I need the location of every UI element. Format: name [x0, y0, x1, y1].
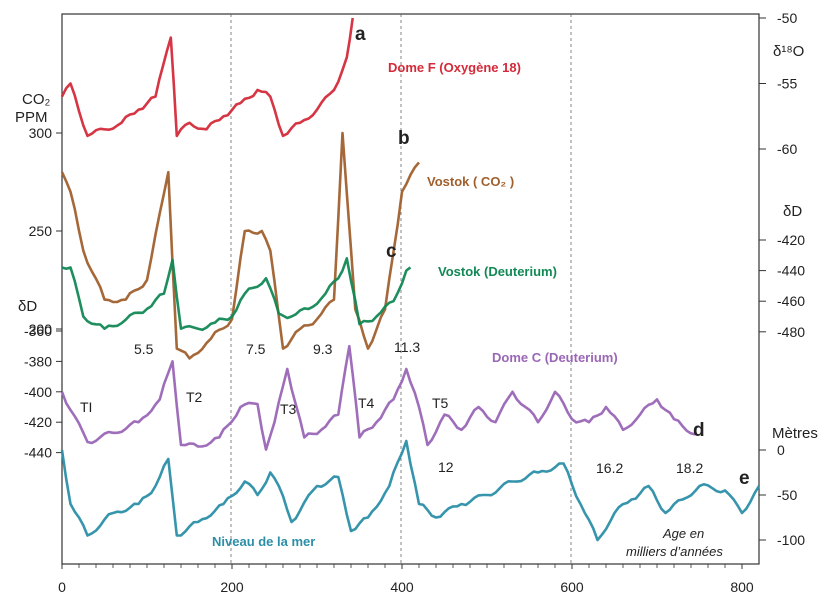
- x-tick-label: 0: [58, 579, 66, 595]
- left-tick-label: 300: [29, 125, 53, 141]
- right-tick-label: 0: [777, 442, 785, 458]
- x-tick-label: 800: [730, 579, 754, 595]
- termination-label-t5: T5: [432, 395, 449, 411]
- series-line-a: [60, 17, 354, 138]
- panel-letter-d: d: [693, 420, 705, 441]
- series-label-vostok-deuterium: Vostok (Deuterium): [438, 264, 557, 279]
- left-tick-label: 200: [29, 321, 53, 337]
- series-line-d: [60, 344, 696, 451]
- event-label-7-5: 7.5: [246, 341, 266, 357]
- termination-label-t2: T2: [186, 389, 203, 405]
- left-tick-label: -420: [24, 414, 52, 430]
- panel-letter-a: a: [355, 24, 366, 45]
- right-tick-label: -440: [777, 263, 805, 279]
- plot-frame: [61, 13, 760, 565]
- series-line-e: [60, 439, 761, 542]
- right-tick-label: -100: [777, 532, 805, 548]
- event-label-5-5: 5.5: [134, 341, 154, 357]
- series-line-b: [60, 131, 420, 360]
- age-note-line2: milliers d’années: [626, 544, 723, 559]
- left-tick-label: -400: [24, 384, 52, 400]
- co2-axis-unit: PPM: [15, 109, 48, 126]
- series-line-c: [61, 257, 412, 332]
- termination-label-t4: T4: [358, 395, 375, 411]
- sea-axis-title: Mètres: [772, 425, 818, 442]
- x-tick-label: 400: [390, 579, 414, 595]
- event-label-9-3: 9.3: [313, 341, 333, 357]
- right-tick-label: -60: [777, 141, 797, 157]
- right-tick-label: -50: [777, 487, 797, 503]
- dd-left-axis-title: δD: [18, 298, 37, 315]
- termination-label-t1: TI: [80, 399, 92, 415]
- axes-layer: 0 200 400 600 800300250200-360-380-400-420-4…: [24, 10, 805, 595]
- age-note-line1: Age en: [662, 526, 704, 541]
- series-label-dome-f: Dome F (Oxygène 18): [388, 60, 521, 75]
- series-label-vostok-co2: Vostok ( CO₂ ): [427, 174, 514, 189]
- series-layer: [60, 17, 761, 542]
- right-tick-label: -55: [777, 76, 797, 92]
- left-tick-label: 250: [29, 223, 53, 239]
- series-label-dome-c: Dome C (Deuterium): [492, 350, 618, 365]
- event-label-18-2: 18.2: [676, 460, 703, 476]
- left-tick-label: -360: [24, 323, 52, 339]
- left-tick-label: -440: [24, 445, 52, 461]
- event-label-11-3: 11.3: [394, 339, 420, 355]
- co2-axis-title: CO₂: [22, 91, 51, 108]
- o18-axis-title: δ¹⁸O: [773, 43, 804, 60]
- termination-label-t3: T3: [280, 401, 297, 417]
- x-tick-label: 200: [220, 579, 244, 595]
- right-tick-label: -460: [777, 293, 805, 309]
- right-tick-label: -420: [777, 232, 805, 248]
- right-tick-label: -480: [777, 324, 805, 340]
- dd-right-axis-title: δD: [783, 203, 802, 220]
- series-label-sea-level: Niveau de la mer: [212, 534, 315, 549]
- left-tick-label: -380: [24, 353, 52, 369]
- right-tick-label: -50: [777, 10, 797, 26]
- x-tick-label: 600: [560, 579, 584, 595]
- event-label-16-2: 16.2: [596, 460, 623, 476]
- panel-letter-c: c: [386, 241, 397, 262]
- event-label-12: 12: [438, 459, 454, 475]
- panel-letter-e: e: [739, 468, 750, 489]
- panel-letter-b: b: [398, 128, 410, 149]
